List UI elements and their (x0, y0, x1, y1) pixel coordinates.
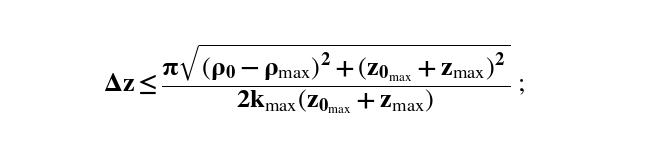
Text: $\mathbf{\Delta z \leq \dfrac{\pi\sqrt{\left(\rho_0 - \rho_{\max}\right)^2 + \le: $\mathbf{\Delta z \leq \dfrac{\pi\sqrt{\… (103, 42, 525, 116)
